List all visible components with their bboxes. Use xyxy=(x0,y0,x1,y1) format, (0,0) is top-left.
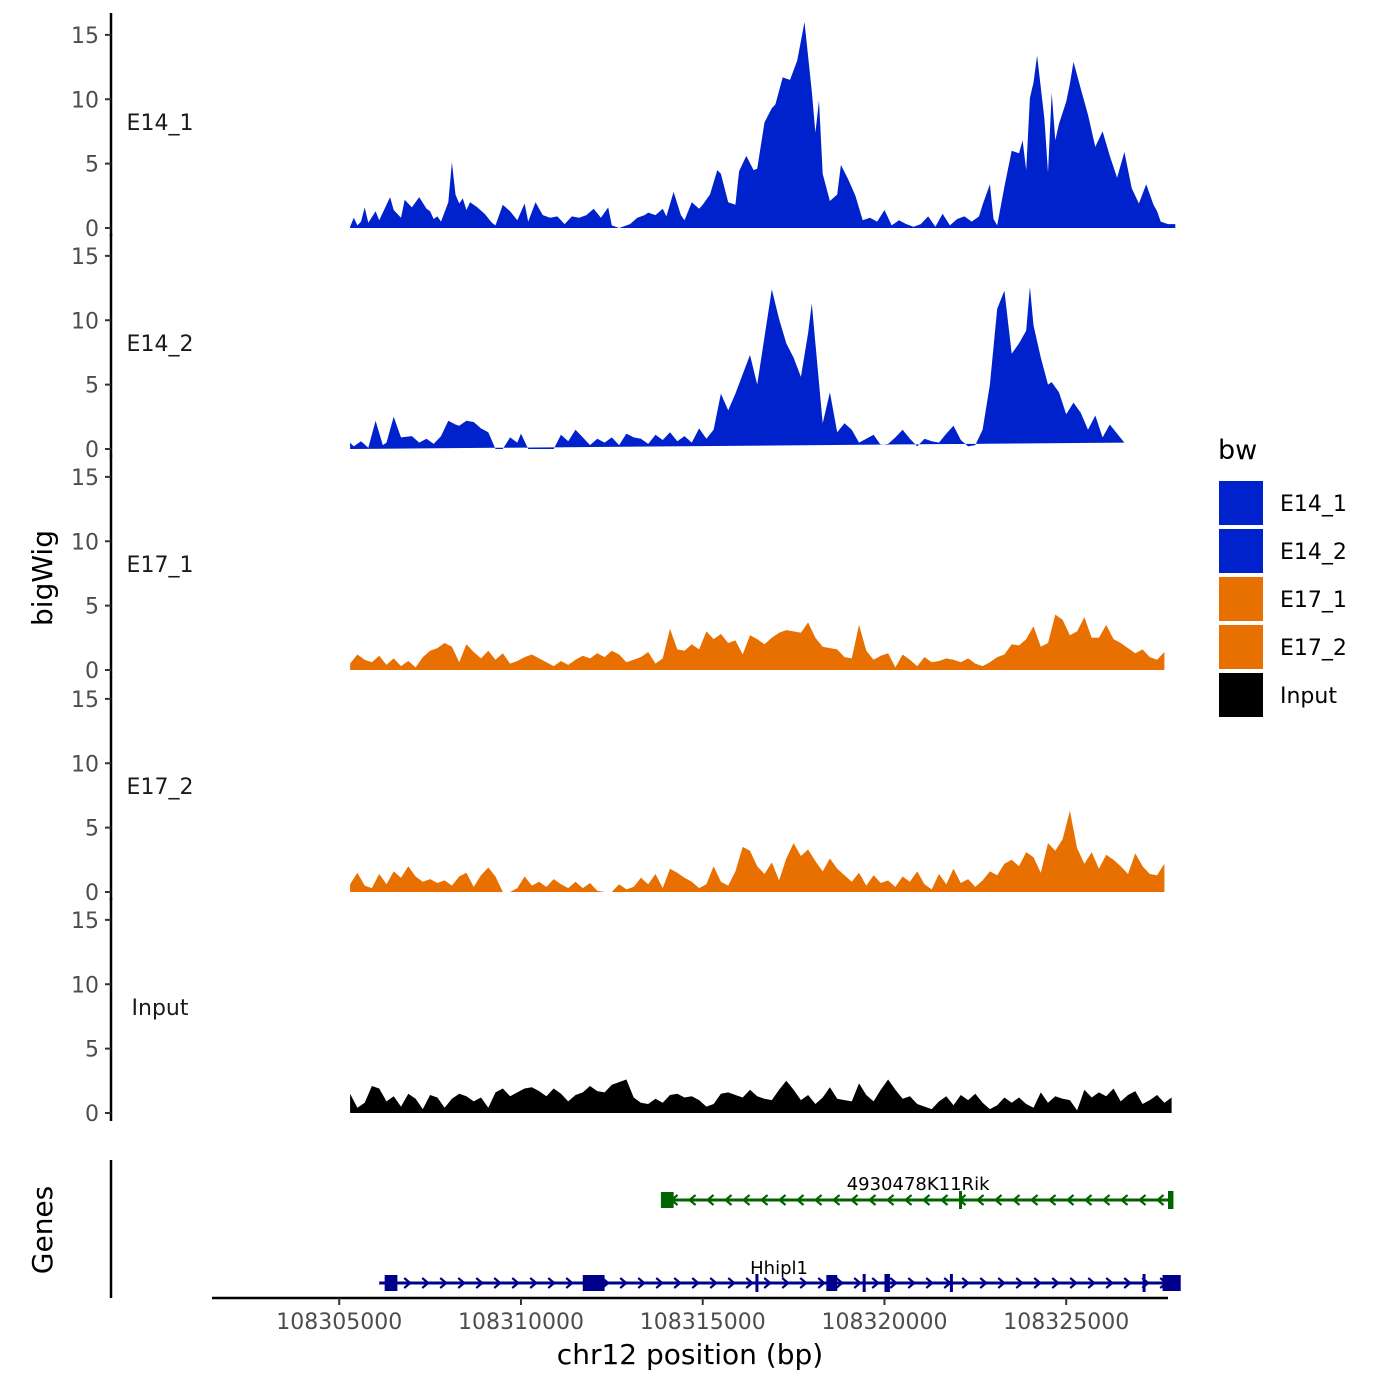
y-tick-label: 15 xyxy=(71,909,99,934)
legend-entry-E14_2: E14_2 xyxy=(1218,528,1347,574)
track-label: E14_1 xyxy=(127,111,194,136)
y-tick-label: 0 xyxy=(85,659,99,684)
y-tick-label: 10 xyxy=(71,752,99,777)
y-tick-label: 5 xyxy=(85,595,99,620)
genome-track-figure: 0 5 10 15 E14_1 0 5 10 15 E14_2 0 5 10 15 E17_1 0 5 10 15 E… xyxy=(0,0,1400,1400)
exon xyxy=(950,1274,953,1292)
y-tick-label: 10 xyxy=(71,973,99,998)
legend-swatch xyxy=(1218,624,1264,670)
exon xyxy=(661,1192,674,1208)
gene-label: Hhipl1 xyxy=(750,1258,808,1279)
legend-swatch xyxy=(1218,576,1264,622)
legend-entry-Input: Input xyxy=(1218,672,1337,718)
y-tick-label: 0 xyxy=(85,438,99,463)
y-tick-label: 5 xyxy=(85,1038,99,1063)
x-tick-label: 108320000 xyxy=(821,1310,947,1335)
gene-4930478K11Rik: 4930478K11Rik xyxy=(661,1174,1174,1209)
coverage-tracks: 0 5 10 15 E14_1 0 5 10 15 E14_2 0 5 10 15 E17_1 0 5 10 15 E… xyxy=(71,13,1175,1127)
exon xyxy=(1168,1191,1173,1209)
y-tick-label: 0 xyxy=(85,1102,99,1127)
y-tick-label: 5 xyxy=(85,153,99,178)
exon xyxy=(385,1275,398,1291)
x-tick-label: 108325000 xyxy=(1003,1310,1129,1335)
legend-entry-E17_1: E17_1 xyxy=(1218,576,1347,622)
coverage-area-E14_2 xyxy=(350,287,1124,449)
track-Input: 0 5 10 15 Input xyxy=(71,898,1172,1127)
x-tick-label: 108315000 xyxy=(640,1310,766,1335)
exon xyxy=(826,1275,837,1291)
legend-swatch xyxy=(1218,672,1264,718)
exon xyxy=(884,1274,889,1292)
coverage-area-E14_1 xyxy=(350,22,1175,228)
x-tick-label: 108310000 xyxy=(458,1310,584,1335)
gene-Hhipl1: Hhipl1 xyxy=(379,1258,1181,1292)
exon xyxy=(1143,1274,1146,1292)
track-label: E14_2 xyxy=(127,332,194,357)
x-tick-label: 108305000 xyxy=(276,1310,402,1335)
legend-label: E17_2 xyxy=(1280,636,1347,661)
legend-label: E14_2 xyxy=(1280,540,1347,565)
track-E14_1: 0 5 10 15 E14_1 xyxy=(71,13,1175,242)
y-tick-label: 15 xyxy=(71,245,99,270)
legend-title: bw xyxy=(1218,435,1257,466)
coverage-area-E17_1 xyxy=(350,615,1164,670)
y-tick-label: 10 xyxy=(71,530,99,555)
exon xyxy=(583,1275,605,1291)
y-tick-label: 15 xyxy=(71,688,99,713)
legend-label: E14_1 xyxy=(1280,492,1347,517)
gene-track: 4930478K11Rik Hhipl1 xyxy=(111,1160,1181,1298)
y-tick-label: 0 xyxy=(85,217,99,242)
y-tick-label: 5 xyxy=(85,817,99,842)
legend-entry-E17_2: E17_2 xyxy=(1218,624,1347,670)
track-E17_1: 0 5 10 15 E17_1 xyxy=(71,455,1164,684)
legend-label: E17_1 xyxy=(1280,588,1347,613)
legend-swatch xyxy=(1218,480,1264,526)
exon xyxy=(1163,1275,1181,1291)
coverage-area-E17_2 xyxy=(350,811,1164,892)
legend: bw E14_1 E14_2 E17_1 E17_2 Input xyxy=(1218,435,1347,718)
y-tick-label: 15 xyxy=(71,466,99,491)
exon xyxy=(863,1274,866,1292)
track-label: E17_2 xyxy=(127,775,194,800)
gene-label: 4930478K11Rik xyxy=(847,1174,990,1195)
legend-label: Input xyxy=(1280,684,1337,709)
coverage-area-Input xyxy=(350,1080,1172,1114)
track-label: E17_1 xyxy=(127,553,194,578)
legend-entry-E14_1: E14_1 xyxy=(1218,480,1347,526)
y-tick-label: 15 xyxy=(71,24,99,49)
track-E14_2: 0 5 10 15 E14_2 xyxy=(71,234,1124,463)
x-axis-title: chr12 position (bp) xyxy=(557,1338,823,1371)
y-tick-label: 5 xyxy=(85,374,99,399)
legend-swatch xyxy=(1218,528,1264,574)
track-E17_2: 0 5 10 15 E17_2 xyxy=(71,677,1164,906)
x-axis: 108305000 108310000 108315000 108320000 1083… xyxy=(212,1298,1168,1335)
y-axis-title: bigWig xyxy=(26,530,59,626)
y-tick-label: 10 xyxy=(71,309,99,334)
y-tick-label: 10 xyxy=(71,88,99,113)
y-tick-label: 0 xyxy=(85,881,99,906)
track-label: Input xyxy=(132,996,189,1021)
genes-axis-title: Genes xyxy=(26,1186,59,1274)
